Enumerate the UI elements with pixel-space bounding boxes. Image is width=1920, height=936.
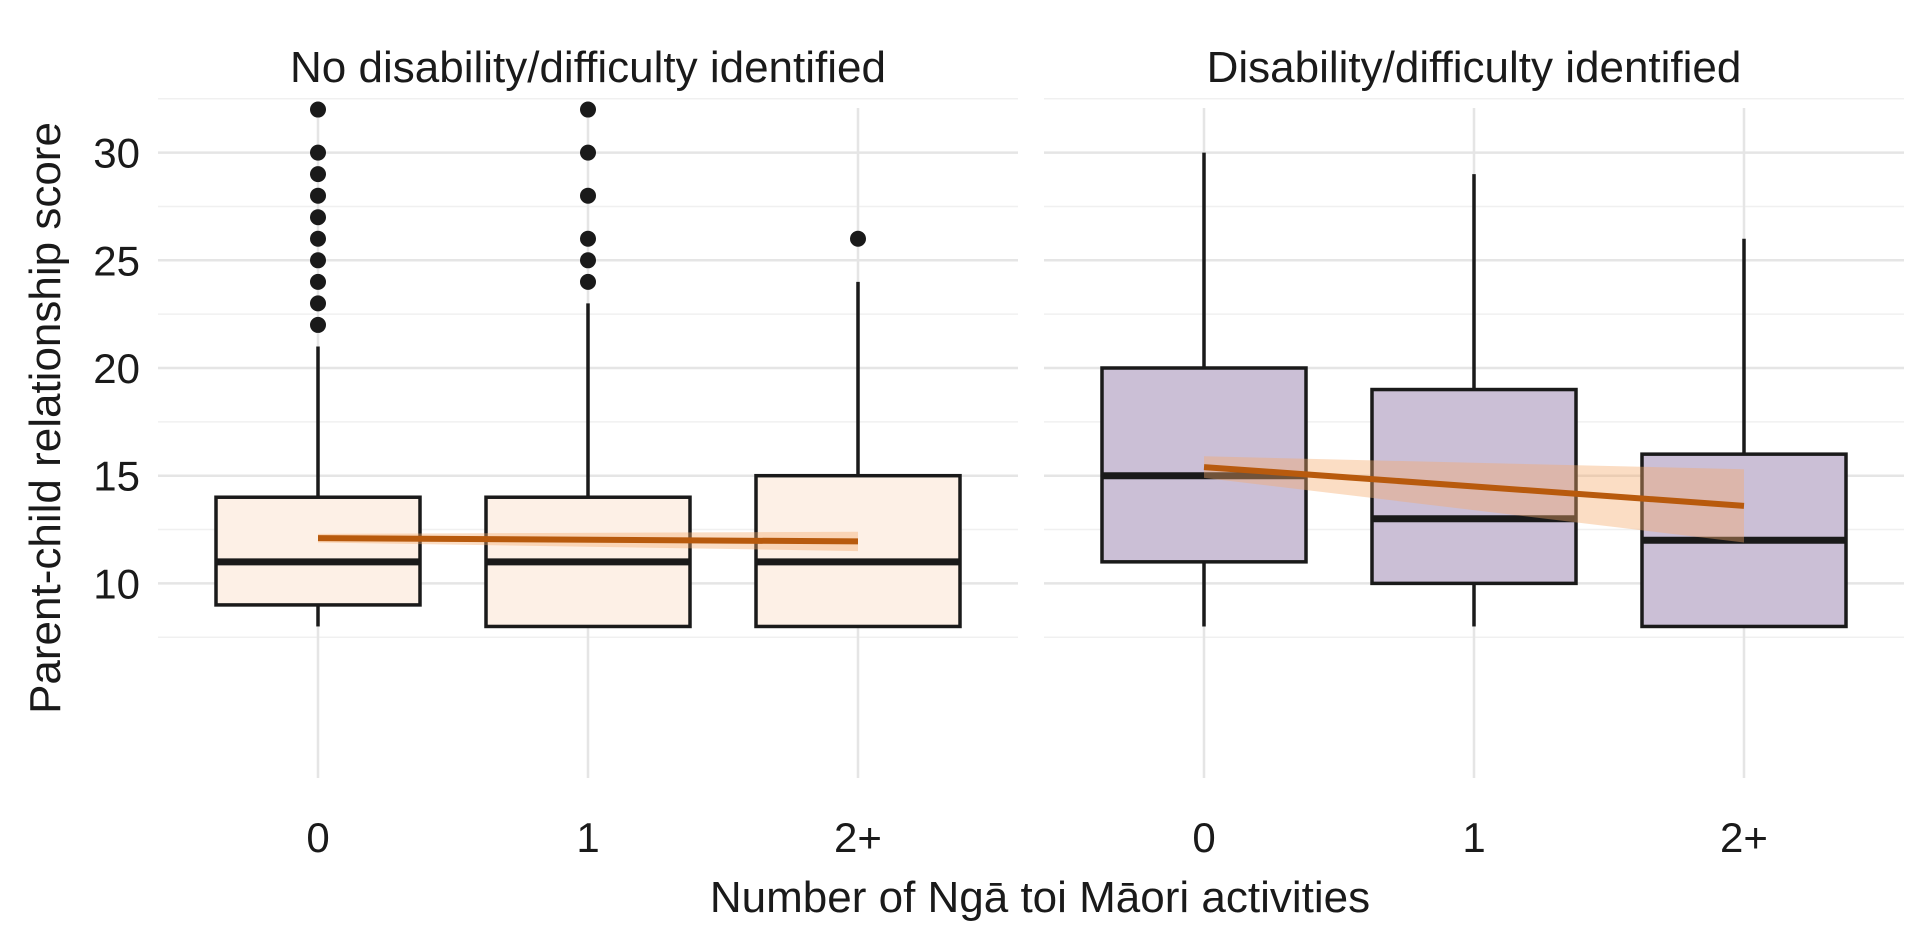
outlier-point [580,144,596,161]
box [1100,366,1308,564]
outlier-point [310,295,326,312]
y-tick-label: 30 [93,130,140,177]
panel-title: No disability/difficulty identified [290,43,886,92]
outlier-point [310,273,326,290]
panel-1 [214,101,962,629]
y-tick-label: 20 [93,345,140,392]
text-layer: No disability/difficulty identified 0 1 2+ D… [21,43,1768,922]
outlier-point [580,101,596,118]
outlier-point [850,230,866,247]
x-tick-label: 1 [1462,814,1485,861]
y-axis-title: Parent-child relationship score [21,122,70,714]
outlier-point [310,187,326,204]
trend-line [1203,464,1745,509]
outlier-point [310,209,326,226]
outlier-point [580,273,596,290]
panel-title: Disability/difficulty identified [1207,43,1742,92]
trend-line [317,535,859,545]
outlier-point [580,187,596,204]
y-tick-label: 10 [93,560,140,607]
outlier-point [310,316,326,333]
grid-layer [158,98,1904,778]
x-tick-label: 2+ [1720,814,1768,861]
outlier-point [310,101,326,118]
box [214,495,422,607]
outlier-point [310,252,326,269]
outlier-point [310,230,326,247]
outlier-point [580,252,596,269]
outlier-point [580,230,596,247]
y-tick-label: 15 [93,453,140,500]
x-tick-label: 0 [1192,814,1215,861]
x-tick-label: 2+ [834,814,882,861]
y-tick-label: 25 [93,237,140,284]
box [754,473,962,629]
panel-2 [1100,152,1848,629]
panels-layer [214,101,1848,629]
outlier-point [310,166,326,183]
x-tick-label: 0 [306,814,329,861]
x-tick-label: 1 [576,814,599,861]
outlier-point [310,144,326,161]
x-axis-title: Number of Ngā toi Māori activities [710,873,1370,922]
